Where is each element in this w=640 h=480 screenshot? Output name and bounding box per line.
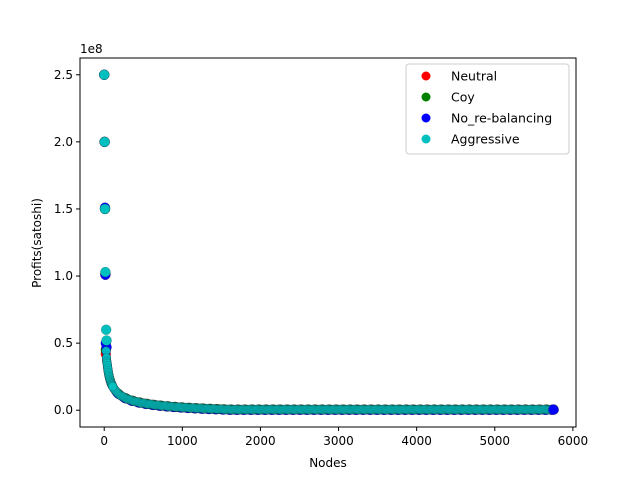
x-axis-label: Nodes	[309, 456, 347, 470]
legend-item: Aggressive	[421, 132, 520, 147]
data-point	[108, 382, 118, 392]
y-axis-label: Profits(satoshi)	[30, 198, 44, 288]
x-tick-label: 4000	[401, 434, 432, 448]
outlier-point	[98, 69, 110, 81]
legend-marker	[421, 92, 431, 102]
y-axis-multiplier: 1e8	[80, 42, 103, 56]
outlier-point	[99, 136, 110, 148]
y-tick-label: 2.0	[54, 135, 73, 149]
series-aggressive	[98, 69, 559, 415]
legend-item: Neutral	[421, 69, 497, 84]
outlier-point	[100, 266, 111, 278]
x-tick-label: 1000	[167, 434, 198, 448]
y-tick-label: 2.5	[54, 68, 73, 82]
points-layer	[98, 69, 559, 416]
outlier-point	[100, 324, 112, 335]
legend: Neutral Coy No_re-balancing Aggressive	[405, 63, 570, 155]
legend-marker	[421, 113, 431, 123]
legend-label: Coy	[451, 90, 475, 105]
x-tick-label: 6000	[558, 434, 589, 448]
y-tick-label: 1.0	[54, 269, 73, 283]
outlier-point	[99, 203, 111, 215]
legend-item: No_re-balancing	[421, 111, 552, 126]
x-tick-label: 2000	[245, 434, 276, 448]
legend-item: Coy	[421, 90, 475, 105]
x-tick-label: 3000	[323, 434, 354, 448]
outlier-point	[101, 335, 112, 346]
data-point	[548, 404, 559, 415]
legend-label: Neutral	[451, 69, 497, 84]
x-axis: 0 1000 2000 3000 4000 5000 6000	[100, 427, 588, 448]
legend-label: No_re-balancing	[451, 111, 552, 126]
x-tick-label: 0	[100, 434, 108, 448]
x-tick-label: 5000	[479, 434, 510, 448]
legend-marker	[421, 134, 431, 144]
plot-frame	[79, 57, 577, 428]
y-tick-label: 0.5	[54, 336, 73, 350]
y-tick-label: 1.5	[54, 202, 73, 216]
y-axis: 0.0 0.5 1.0 1.5 2.0 2.5	[54, 68, 80, 417]
legend-marker	[421, 71, 431, 81]
y-tick-label: 0.0	[54, 403, 73, 417]
legend-box	[405, 63, 570, 155]
legend-label: Aggressive	[451, 132, 520, 147]
